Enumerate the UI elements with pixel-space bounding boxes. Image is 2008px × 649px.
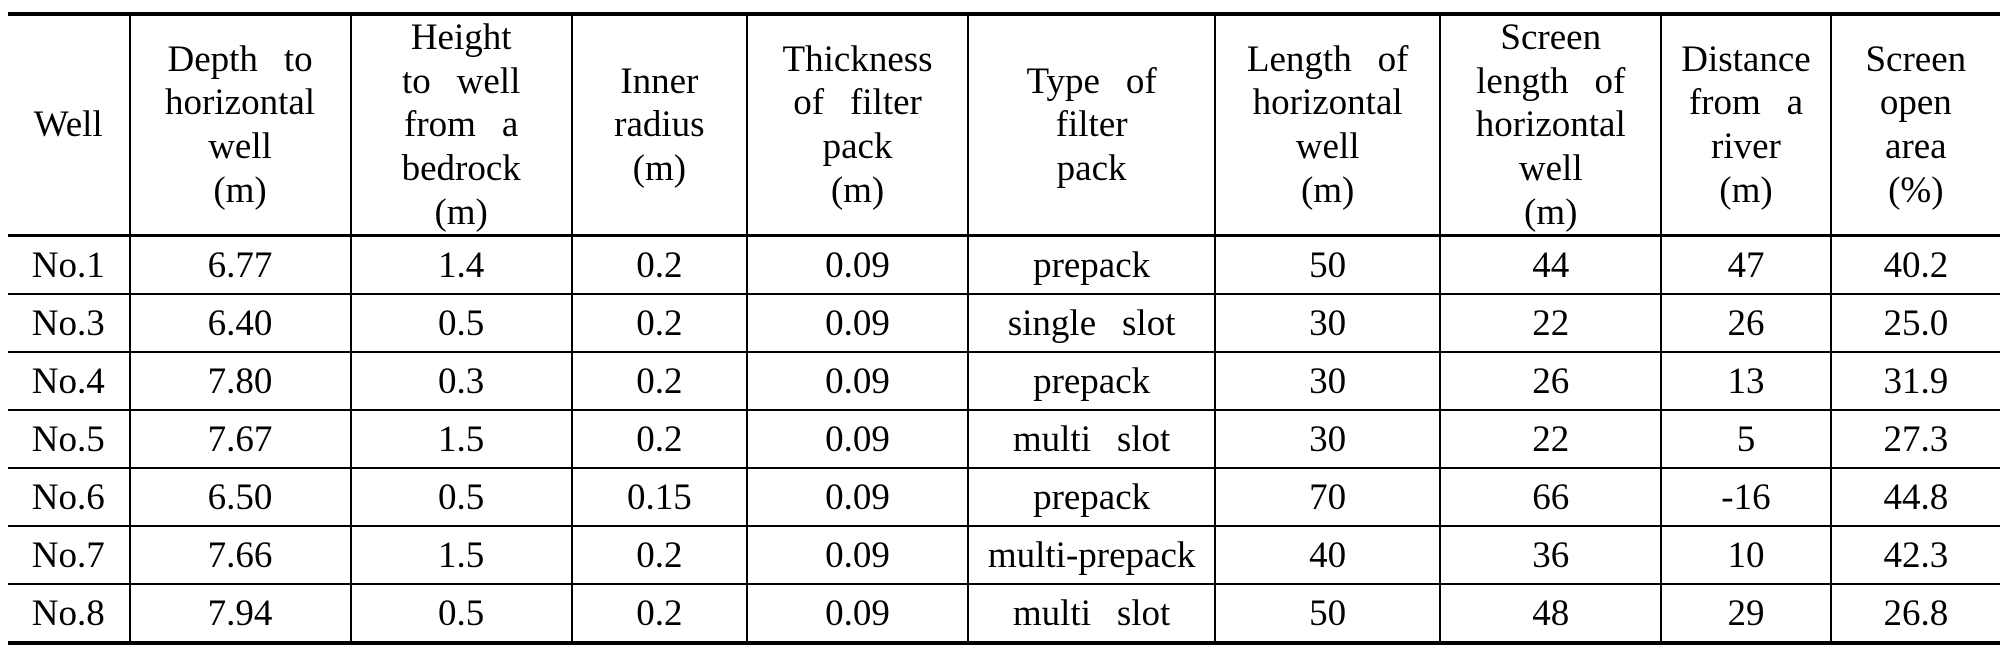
cell-well: No.6 <box>8 467 130 527</box>
cell-height: 1.5 <box>349 525 572 585</box>
header-row: Well Depth to horizontal well (m) Height… <box>8 14 2000 238</box>
cell-distance: -16 <box>1660 467 1831 527</box>
cell-open-area: 42.3 <box>1829 525 2000 585</box>
cell-open-area: 44.8 <box>1829 467 2000 527</box>
table-row: No.1 6.77 1.4 0.2 0.09 prepack 50 44 47 … <box>8 235 2000 295</box>
cell-screen-length: 26 <box>1439 351 1662 411</box>
well-specifications-table: Well Depth to horizontal well (m) Height… <box>8 12 2000 646</box>
cell-distance: 13 <box>1660 351 1831 411</box>
cell-distance: 5 <box>1660 409 1831 469</box>
cell-length: 30 <box>1214 293 1441 353</box>
cell-thickness: 0.09 <box>745 293 969 353</box>
cell-thickness: 0.09 <box>745 351 969 411</box>
cell-length: 70 <box>1214 467 1441 527</box>
cell-depth: 7.66 <box>128 525 351 585</box>
cell-inner-radius: 0.2 <box>570 409 747 469</box>
cell-type: prepack <box>967 467 1216 527</box>
table-row: No.5 7.67 1.5 0.2 0.09 multi slot 30 22 … <box>8 409 2000 469</box>
cell-depth: 6.50 <box>128 467 351 527</box>
cell-well: No.1 <box>31 244 105 286</box>
cell-well: No.7 <box>8 525 130 585</box>
col-header-well: Well <box>8 14 130 238</box>
cell-height: 1.4 <box>349 235 572 295</box>
cell-height: 0.3 <box>349 351 572 411</box>
cell-type: multi slot <box>967 583 1216 644</box>
cell-distance: 10 <box>1660 525 1831 585</box>
cell-inner-radius: 0.2 <box>570 525 747 585</box>
col-header-screen-length: Screen length of horizontal well (m) <box>1439 14 1662 238</box>
cell-type: single slot <box>967 293 1216 353</box>
table-row: No.8 7.94 0.5 0.2 0.09 multi slot 50 48 … <box>8 583 2000 644</box>
cell-thickness: 0.09 <box>745 409 969 469</box>
cell-length: 50 <box>1214 235 1441 295</box>
cell-type: prepack <box>967 235 1216 295</box>
cell-distance: 26 <box>1660 293 1831 353</box>
table-row: No.4 7.80 0.3 0.2 0.09 prepack 30 26 13 … <box>8 351 2000 411</box>
cell-open-area: 26.8 <box>1829 583 2000 644</box>
col-header-height: Height to well from a bedrock (m) <box>349 14 572 238</box>
cell-height: 0.5 <box>349 467 572 527</box>
cell-depth: 7.67 <box>128 409 351 469</box>
cell-screen-length: 66 <box>1439 467 1662 527</box>
cell-thickness: 0.09 <box>745 583 969 644</box>
cell-inner-radius: 0.2 <box>570 235 747 295</box>
cell-open-area: 31.9 <box>1829 351 2000 411</box>
cell-open-area: 40.2 <box>1829 235 2000 295</box>
col-header-distance: Distance from a river (m) <box>1660 14 1831 238</box>
col-header-open-area: Screen open area (%) <box>1829 14 2000 238</box>
cell-depth: 6.40 <box>128 293 351 353</box>
cell-height: 0.5 <box>349 583 572 644</box>
cell-inner-radius: 0.15 <box>570 467 747 527</box>
col-header-inner-radius: Inner radius (m) <box>570 14 747 238</box>
cell-depth: 7.80 <box>128 351 351 411</box>
cell-inner-radius: 0.2 <box>570 351 747 411</box>
cell-height: 0.5 <box>349 293 572 353</box>
cell-distance: 47 <box>1660 235 1831 295</box>
cell-well: No.4 <box>8 351 130 411</box>
cell-type: prepack <box>967 351 1216 411</box>
col-header-length: Length of horizontal well (m) <box>1214 14 1441 238</box>
cell-type: multi-prepack <box>967 525 1216 585</box>
cell-thickness: 0.09 <box>745 467 969 527</box>
cell-type: multi slot <box>967 409 1216 469</box>
cell-length: 40 <box>1214 525 1441 585</box>
cell-well: No.5 <box>8 409 130 469</box>
cell-screen-length: 48 <box>1439 583 1662 644</box>
cell-screen-length: 44 <box>1439 235 1662 295</box>
cell-inner-radius: 0.2 <box>570 293 747 353</box>
cell-thickness: 0.09 <box>745 525 969 585</box>
cell-open-area: 25.0 <box>1829 293 2000 353</box>
cell-length: 50 <box>1214 583 1441 644</box>
table-row: No.6 6.50 0.5 0.15 0.09 prepack 70 66 -1… <box>8 467 2000 527</box>
cell-well: No.8 <box>8 583 130 644</box>
cell-distance: 29 <box>1660 583 1831 644</box>
table-row: No.7 7.66 1.5 0.2 0.09 multi-prepack 40 … <box>8 525 2000 585</box>
cell-depth: 7.94 <box>128 583 351 644</box>
cell-well: No.3 <box>8 293 130 353</box>
cell-open-area: 27.3 <box>1829 409 2000 469</box>
cell-length: 30 <box>1214 409 1441 469</box>
cell-screen-length: 36 <box>1439 525 1662 585</box>
cell-length: 30 <box>1214 351 1441 411</box>
col-header-thickness: Thickness of filter pack (m) <box>745 14 969 238</box>
cell-screen-length: 22 <box>1439 293 1662 353</box>
table-row: No.3 6.40 0.5 0.2 0.09 single slot 30 22… <box>8 293 2000 353</box>
cell-inner-radius: 0.2 <box>570 583 747 644</box>
cell-depth: 6.77 <box>128 235 351 295</box>
col-header-type: Type of filter pack <box>967 14 1216 238</box>
cell-thickness: 0.09 <box>745 235 969 295</box>
col-header-depth: Depth to horizontal well (m) <box>128 14 351 238</box>
cell-screen-length: 22 <box>1439 409 1662 469</box>
cell-height: 1.5 <box>349 409 572 469</box>
